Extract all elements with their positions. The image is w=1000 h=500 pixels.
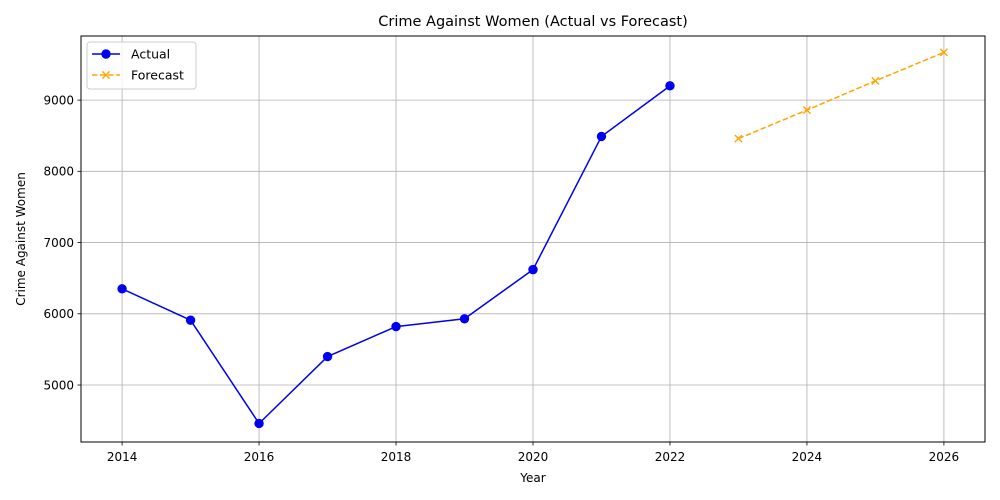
y-tick-label: 9000 bbox=[43, 93, 74, 107]
x-tick-label: 2026 bbox=[929, 450, 960, 464]
y-axis-label: Crime Against Women bbox=[14, 172, 28, 306]
chart-title: Crime Against Women (Actual vs Forecast) bbox=[378, 14, 688, 30]
data-point-actual bbox=[665, 81, 675, 91]
x-tick-label: 2016 bbox=[244, 450, 275, 464]
legend-marker-forecast bbox=[101, 70, 111, 80]
x-tick-label: 2014 bbox=[107, 450, 138, 464]
data-point-actual bbox=[391, 321, 401, 332]
series-forecast bbox=[734, 48, 949, 143]
series-layer bbox=[117, 48, 949, 429]
legend-marker-actual bbox=[101, 49, 111, 59]
data-point-actual bbox=[322, 351, 333, 362]
x-axis-label: Year bbox=[519, 471, 545, 485]
data-point-actual bbox=[185, 315, 196, 325]
data-point-actual bbox=[528, 264, 538, 275]
x-axis-ticks: 2014 2016 2018 2020 2022 2024 2026 bbox=[107, 442, 959, 464]
data-point-forecast bbox=[734, 134, 743, 143]
x-tick-label: 2024 bbox=[792, 450, 823, 464]
grid-lines bbox=[81, 36, 985, 442]
y-axis-ticks: 5000 6000 7000 8000 9000 bbox=[43, 93, 81, 392]
data-point-forecast bbox=[871, 76, 880, 85]
data-point-forecast bbox=[802, 105, 812, 115]
data-point-actual bbox=[254, 418, 264, 429]
x-tick-label: 2022 bbox=[655, 450, 686, 464]
data-point-forecast bbox=[939, 48, 949, 57]
data-point-actual bbox=[459, 314, 470, 324]
series-line-forecast bbox=[738, 51, 945, 140]
y-tick-label: 8000 bbox=[43, 165, 74, 179]
x-tick-label: 2018 bbox=[381, 450, 412, 464]
y-tick-label: 7000 bbox=[43, 236, 74, 250]
data-point-actual bbox=[596, 131, 607, 142]
legend: Actual Forecast bbox=[86, 41, 197, 90]
series-actual bbox=[117, 81, 675, 429]
legend-label-forecast: Forecast bbox=[131, 68, 184, 83]
x-tick-label: 2020 bbox=[518, 450, 549, 464]
data-point-actual bbox=[117, 284, 127, 294]
legend-label-actual: Actual bbox=[131, 47, 170, 62]
y-tick-label: 5000 bbox=[43, 378, 74, 392]
y-tick-label: 6000 bbox=[43, 307, 74, 321]
